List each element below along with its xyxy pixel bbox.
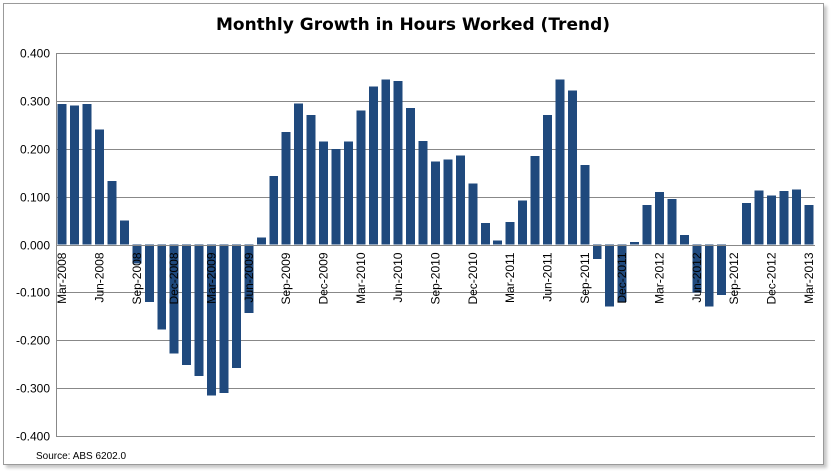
x-tick-label: Sep-2010 [429,252,443,304]
bar-apr-2008 [70,105,80,245]
bar-aug-2008 [119,220,129,245]
bar-jan-2013 [779,190,789,245]
gridlines [56,53,815,437]
x-tick-label: Jun-2008 [93,252,107,302]
bar-may-2010 [381,79,391,245]
x-tick-label: Mar-2011 [503,252,517,303]
bar-dec-2011 [617,244,627,302]
bar-feb-2011 [493,240,503,245]
x-tick-label: Sep-2009 [279,252,293,304]
chart-title: Monthly Growth in Hours Worked (Trend) [216,15,610,35]
bar-dec-2008 [169,244,179,354]
bar-mar-2012 [654,191,664,245]
y-tick-label: 0.100 [20,191,50,205]
bar-feb-2012 [642,204,652,245]
bar-apr-2012 [667,199,677,245]
x-tick-label: Sep-2012 [727,252,741,304]
bar-oct-2011 [592,244,602,259]
bar-jul-2009 [256,237,266,245]
bar-oct-2009 [294,103,304,245]
bar-mar-2008 [57,104,67,245]
x-tick-label: Dec-2012 [765,252,779,304]
bar-feb-2013 [791,189,801,245]
bar-nov-2010 [455,155,465,245]
x-tick-label: Mar-2013 [802,252,816,304]
bar-apr-2011 [518,200,528,245]
x-tick-label: Jun-2009 [242,252,256,302]
bar-mar-2011 [505,222,515,245]
bar-jun-2012 [692,244,702,293]
bar-oct-2012 [742,202,752,245]
bar-jul-2012 [704,244,714,307]
bar-nov-2012 [754,190,764,245]
bar-mar-2013 [804,205,814,245]
bar-jan-2011 [480,222,490,245]
bar-jul-2011 [555,79,565,245]
bar-feb-2010 [343,141,353,245]
bar-jun-2010 [393,80,403,245]
y-tick-label: 0.400 [20,47,50,61]
x-tick-label: Mar-2008 [55,252,69,304]
y-tick-label: -0.300 [16,382,50,396]
bar-jun-2009 [244,244,254,313]
bar-dec-2012 [766,195,776,245]
x-tick-label: Sep-2011 [578,252,592,303]
bar-jun-2011 [543,115,552,245]
y-tick-label: 0.000 [20,239,50,253]
bar-mar-2009 [207,244,217,396]
bar-may-2011 [530,155,540,245]
y-tick-label: -0.200 [16,334,50,348]
bar-aug-2011 [567,90,577,245]
bar-feb-2009 [194,244,204,377]
y-tick-label: -0.400 [16,430,50,444]
bar-may-2008 [82,104,92,245]
x-tick-label: Jun-2010 [391,252,405,302]
bar-sep-2011 [580,165,590,245]
bar-jun-2008 [95,129,105,245]
bar-sep-2008 [132,244,142,264]
bar-nov-2008 [157,244,167,330]
bar-jan-2010 [331,148,341,245]
bar-jul-2008 [107,180,117,245]
x-tick-label: Mar-2010 [354,252,368,304]
x-tick-label: Mar-2009 [205,252,219,304]
bar-apr-2009 [219,244,229,393]
x-tick-label: Mar-2012 [653,252,667,304]
axes [56,53,815,436]
bar-sep-2009 [281,131,291,245]
x-tick-label: Jun-2011 [541,252,555,301]
x-tick-label: Dec-2011 [615,252,629,303]
bar-may-2009 [231,244,241,369]
bar-nov-2011 [605,244,615,307]
y-tick-labels: 0.400 0.300 0.200 0.100 0.000 -0.100 -0.200 -0.… [16,47,50,444]
bar-mar-2010 [356,110,366,245]
x-tick-label: Jun-2012 [690,252,704,302]
bar-jan-2009 [182,244,192,366]
x-tick-label: Dec-2010 [466,252,480,304]
bar-may-2012 [679,234,689,245]
x-tick-labels: Mar-2008 Jun-2008 Sep-2008 Dec-2008 Mar-2009… [55,252,816,304]
source-note: Source: ABS 6202.0 [36,451,127,462]
bar-aug-2012 [717,244,727,295]
bar-aug-2009 [269,176,279,245]
bar-dec-2010 [468,183,478,245]
bars [57,79,814,396]
y-tick-label: 0.200 [20,143,50,157]
bar-sep-2010 [431,161,440,245]
bar-dec-2009 [319,141,328,245]
bar-jan-2012 [630,242,640,245]
bar-nov-2009 [306,115,316,245]
x-tick-label: Dec-2009 [317,252,331,304]
bar-oct-2008 [144,244,154,302]
y-tick-label: 0.300 [20,95,50,109]
x-tick-label: Sep-2008 [130,252,144,304]
y-tick-label: -0.100 [16,286,50,300]
x-tick-label: Dec-2008 [167,252,181,304]
bar-jul-2010 [406,108,416,245]
bar-apr-2010 [368,86,378,245]
bar-aug-2010 [418,141,428,245]
bar-oct-2010 [443,159,453,245]
